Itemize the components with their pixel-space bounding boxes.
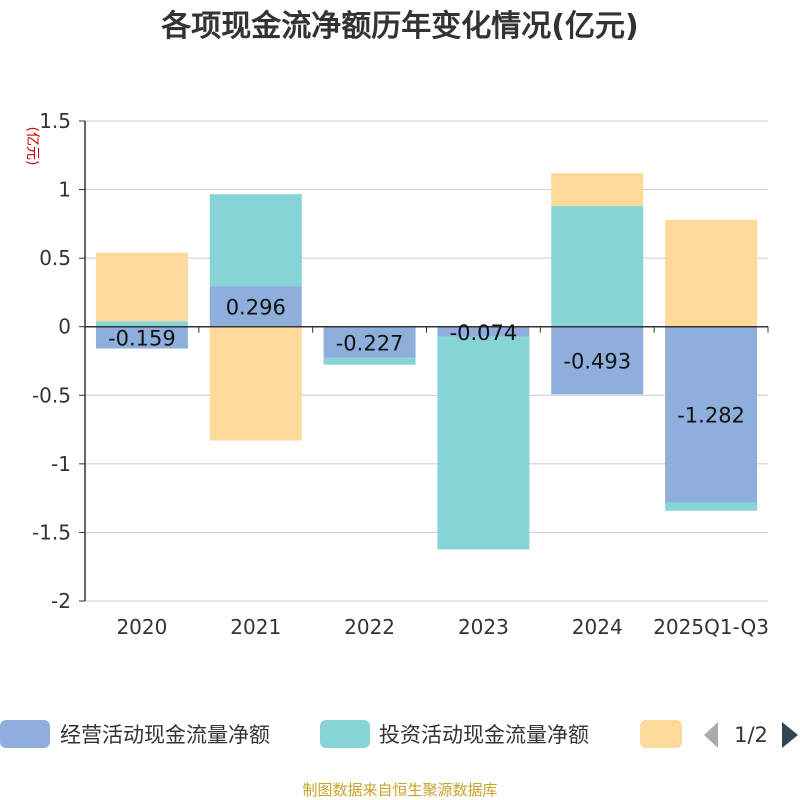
legend-next-page-icon[interactable] xyxy=(782,722,798,748)
bar-1-2024 xyxy=(551,326,644,395)
legend-swatch-2[interactable] xyxy=(320,720,370,748)
bar-3-2021 xyxy=(209,326,302,441)
grid-lines xyxy=(85,120,768,602)
y-tick-label: -2 xyxy=(51,589,71,613)
x-tick-label: 2022 xyxy=(344,615,395,639)
bar-1-2022 xyxy=(323,326,416,358)
legend-page-indicator: 1/2 xyxy=(734,723,768,747)
y-tick-label: 1 xyxy=(58,178,71,202)
bar-1-2020 xyxy=(95,326,188,349)
bar-1-2021 xyxy=(209,286,302,327)
data-label: 0.296 xyxy=(226,295,286,319)
bar-3-2025Q1-Q3 xyxy=(665,219,758,327)
y-tick-label: -1 xyxy=(51,452,71,476)
legend: 经营活动现金流量净额 投资活动现金流量净额 1/2 xyxy=(0,720,798,748)
legend-label-1[interactable]: 经营活动现金流量净额 xyxy=(60,723,270,747)
data-label: -0.227 xyxy=(336,331,404,355)
y-axis-label: (亿元) xyxy=(24,127,40,166)
x-tick-label: 2021 xyxy=(230,615,281,639)
bar-2-2020 xyxy=(95,321,188,327)
bar-1-2023 xyxy=(437,326,530,337)
legend-prev-page-icon[interactable] xyxy=(704,722,718,748)
bar-2-2021 xyxy=(209,194,302,287)
axes: 1.5 1 0.5 0 -0.5 -1 -1.5 -2 2020 2021 2022 2023 2024… xyxy=(32,109,769,639)
chart-title: 各项现金流净额历年变化情况(亿元) xyxy=(160,9,638,44)
data-label: -1.282 xyxy=(677,404,745,428)
data-label: -0.159 xyxy=(108,327,176,351)
source-note: 制图数据来自恒生聚源数据库 xyxy=(302,781,497,799)
bar-1-2025Q1-Q3 xyxy=(665,326,758,503)
data-label: -0.074 xyxy=(450,321,518,345)
y-tick-label: 1.5 xyxy=(39,109,71,133)
y-tick-label: -0.5 xyxy=(32,383,71,407)
x-tick-label: 2024 xyxy=(572,615,623,639)
bar-3-2020 xyxy=(95,252,188,322)
x-tick-label: 2023 xyxy=(458,615,509,639)
x-tick-label: 2025Q1-Q3 xyxy=(653,615,769,639)
bar-3-2024 xyxy=(551,173,644,207)
legend-swatch-3[interactable] xyxy=(640,720,682,748)
y-tick-label: 0 xyxy=(58,315,71,339)
bar-2-2025Q1-Q3 xyxy=(665,502,758,511)
legend-label-2[interactable]: 投资活动现金流量净额 xyxy=(379,723,589,747)
bars xyxy=(95,173,758,550)
y-tick-label: -1.5 xyxy=(32,520,71,544)
data-label: -0.493 xyxy=(563,350,631,374)
x-tick-label: 2020 xyxy=(116,615,167,639)
data-labels: -0.159 0.296 -0.227 -0.074 -0.493 -1.282 xyxy=(108,295,745,427)
bar-2-2024 xyxy=(551,206,644,327)
bar-2-2023 xyxy=(437,336,530,550)
bar-2-2022 xyxy=(323,357,416,365)
legend-swatch-1[interactable] xyxy=(0,720,50,748)
y-tick-label: 0.5 xyxy=(39,246,71,270)
